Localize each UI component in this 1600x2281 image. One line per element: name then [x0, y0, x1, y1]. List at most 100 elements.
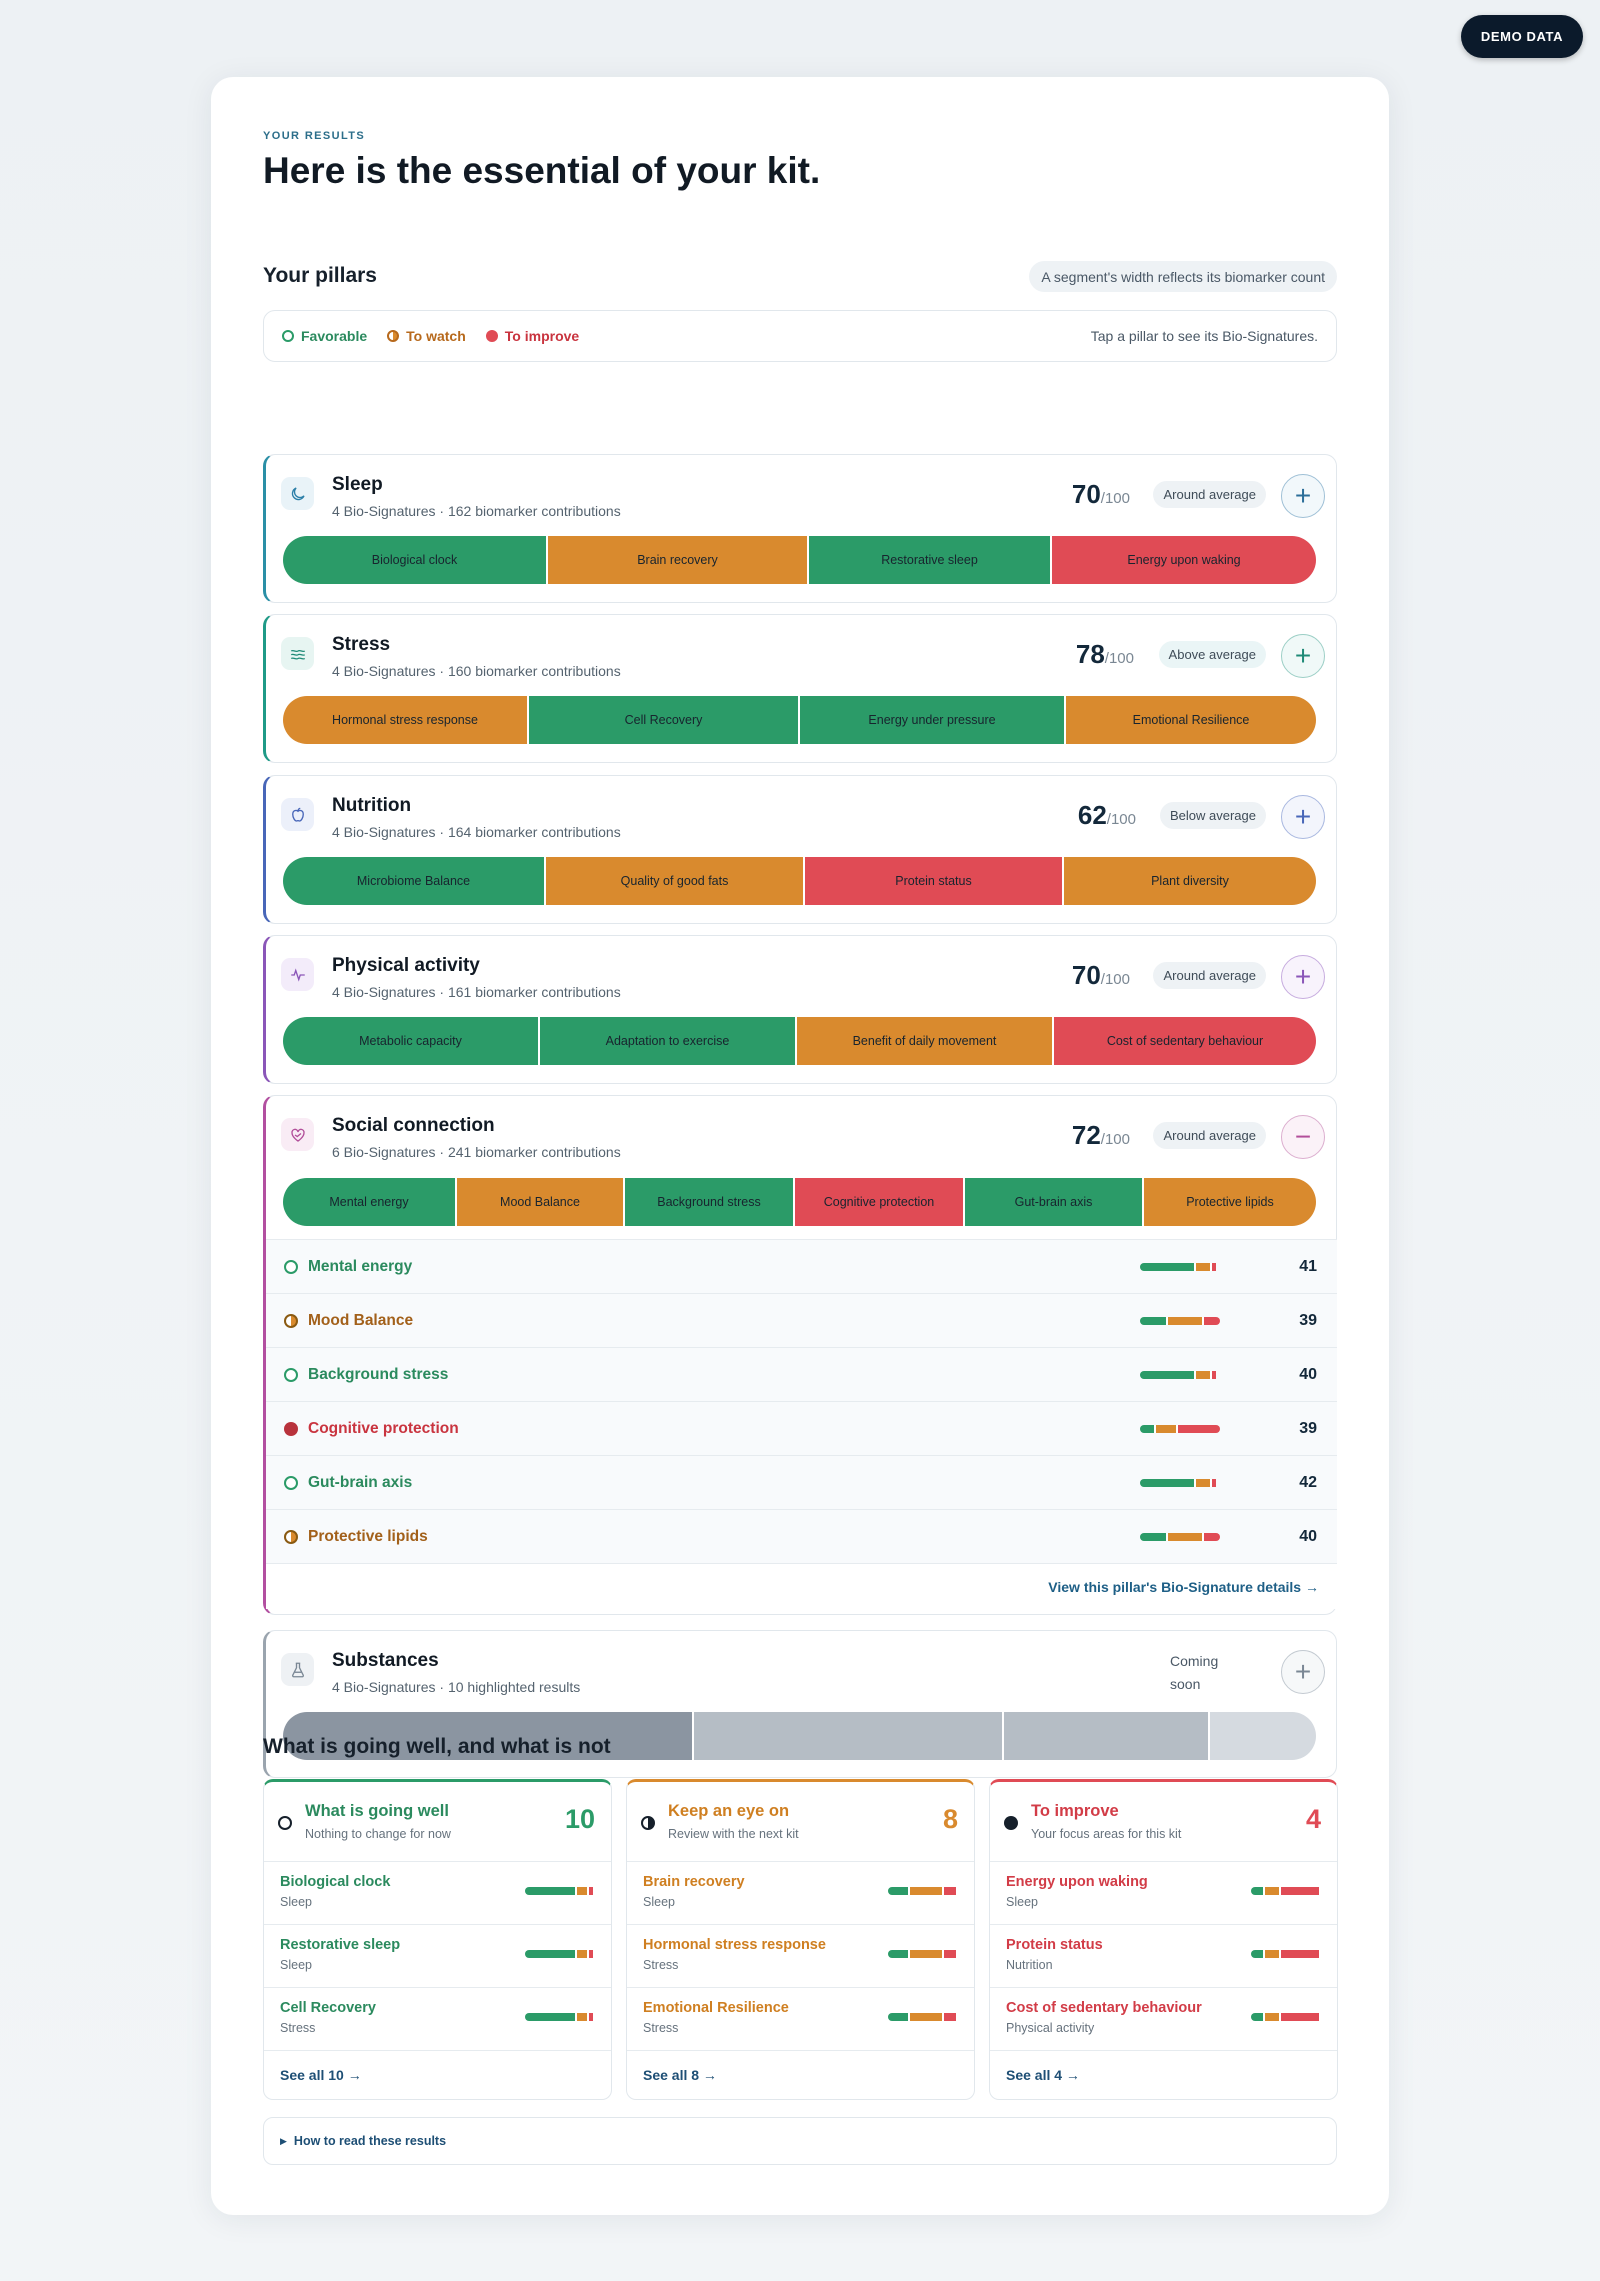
- half-circle-icon: [284, 1313, 298, 1328]
- summary-title: To improve: [1031, 1802, 1119, 1820]
- signature-segment[interactable]: Benefit of daily movement: [797, 1017, 1054, 1065]
- legend-to-improve-label: To improve: [504, 328, 580, 344]
- how-to-read-toggle[interactable]: ▶ How to read these results: [263, 2117, 1337, 2165]
- signature-segment[interactable]: Cognitive protection: [795, 1178, 965, 1226]
- signature-segment[interactable]: Energy upon waking: [1052, 536, 1316, 584]
- half-circle-icon: [284, 1529, 298, 1544]
- summary-title: What is going well: [305, 1802, 449, 1820]
- pillar-card-stress[interactable]: Stress 4 Bio-Signatures · 160 biomarker c…: [263, 614, 1337, 763]
- signature-segment[interactable]: Emotional Resilience: [1066, 696, 1316, 744]
- summary-item[interactable]: Hormonal stress response Stress: [627, 1925, 974, 1988]
- summary-column-header: What is going well Nothing to change for …: [264, 1782, 611, 1862]
- signature-label: Mental energy: [308, 1257, 413, 1275]
- signature-segment[interactable]: Brain recovery: [548, 536, 809, 584]
- signature-segment[interactable]: Biological clock: [283, 536, 548, 584]
- signature-mini-bar: [1140, 1533, 1220, 1541]
- collapse-button[interactable]: −: [1281, 1115, 1325, 1159]
- pillar-card-social-connection[interactable]: Social connection 6 Bio-Signatures · 241 …: [263, 1095, 1337, 1615]
- signature-segment[interactable]: Hormonal stress response: [283, 696, 529, 744]
- signature-segment[interactable]: Protein status: [805, 857, 1064, 905]
- signature-segment[interactable]: Cost of sedentary behaviour: [1054, 1017, 1316, 1065]
- summary-item-name: Hormonal stress response: [643, 1937, 826, 1953]
- signature-label: Gut-brain axis: [308, 1473, 413, 1491]
- expand-button[interactable]: +: [1281, 795, 1325, 839]
- pillar-name: Sleep: [332, 474, 383, 495]
- pillar-card-substances[interactable]: Substances 4 Bio-Signatures · 10 highligh…: [263, 1630, 1337, 1778]
- expand-button[interactable]: +: [1281, 474, 1325, 518]
- signature-segment[interactable]: Gut-brain axis: [965, 1178, 1144, 1226]
- signature-segment[interactable]: Mood Balance: [457, 1178, 625, 1226]
- pillar-score: 70/100: [1072, 479, 1130, 510]
- view-details-link[interactable]: View this pillar's Bio-Signature details…: [266, 1563, 1337, 1609]
- see-all-link[interactable]: See all 4 →: [1006, 2067, 1080, 2083]
- minus-icon: −: [1294, 1121, 1312, 1152]
- summary-item[interactable]: Cost of sedentary behaviour Physical acti…: [990, 1988, 1337, 2051]
- signature-segment[interactable]: Energy under pressure: [800, 696, 1066, 744]
- signature-detail-row[interactable]: Protective lipids 40: [266, 1509, 1337, 1563]
- signature-detail-row[interactable]: Gut-brain axis 42: [266, 1455, 1337, 1509]
- summary-item[interactable]: Emotional Resilience Stress: [627, 1988, 974, 2051]
- signature-bar: Microbiome Balance Quality of good fats Pr…: [283, 857, 1316, 905]
- pillar-name: Social connection: [332, 1115, 495, 1136]
- eyebrow-label: YOUR RESULTS: [263, 130, 366, 142]
- summary-heading: What is going well, and what is not: [263, 1735, 611, 1758]
- pillar-score: 78/100: [1076, 639, 1134, 670]
- signature-label: Protective lipids: [308, 1527, 428, 1545]
- expand-button[interactable]: +: [1281, 955, 1325, 999]
- summary-item-name: Brain recovery: [643, 1874, 745, 1890]
- signature-detail-row[interactable]: Mental energy 41: [266, 1239, 1337, 1293]
- heart-hands-icon: [281, 1118, 314, 1151]
- signature-value: 42: [1299, 1473, 1317, 1491]
- score-value: 62: [1077, 800, 1107, 830]
- placeholder-segment: [1004, 1712, 1210, 1760]
- summary-item[interactable]: Brain recovery Sleep: [627, 1862, 974, 1925]
- summary-item[interactable]: Energy upon waking Sleep: [990, 1862, 1337, 1925]
- signature-detail-row[interactable]: Cognitive protection 39: [266, 1401, 1337, 1455]
- summary-item[interactable]: Biological clock Sleep: [264, 1862, 611, 1925]
- pillar-subtitle: 6 Bio-Signatures · 241 biomarker contrib…: [332, 1144, 621, 1160]
- ring-icon: [284, 1259, 298, 1274]
- half-circle-icon: [387, 330, 400, 342]
- signature-segment[interactable]: Plant diversity: [1064, 857, 1316, 905]
- summary-count: 4: [1305, 1804, 1321, 1834]
- pillar-card-sleep[interactable]: Sleep 4 Bio-Signatures · 162 biomarker co…: [263, 454, 1337, 603]
- summary-item-pillar: Physical activity: [1006, 2021, 1095, 2035]
- score-max: /100: [1106, 811, 1136, 828]
- signature-segment[interactable]: Metabolic capacity: [283, 1017, 540, 1065]
- signature-bar: [283, 1712, 1316, 1760]
- signature-detail-row[interactable]: Mood Balance 39: [266, 1293, 1337, 1347]
- signature-segment[interactable]: Restorative sleep: [809, 536, 1052, 584]
- pillar-card-physical-activity[interactable]: Physical activity 4 Bio-Signatures · 161 …: [263, 935, 1337, 1084]
- waves-icon: [281, 637, 314, 670]
- pillar-name: Substances: [332, 1650, 439, 1671]
- summary-item[interactable]: Protein status Nutrition: [990, 1925, 1337, 1988]
- demo-data-badge: DEMO DATA: [1461, 15, 1583, 58]
- legend-to-improve: To improve: [485, 328, 580, 344]
- signature-segment[interactable]: Background stress: [625, 1178, 795, 1226]
- summary-subtitle: Your focus areas for this kit: [1031, 1827, 1182, 1841]
- pillar-card-nutrition[interactable]: Nutrition 4 Bio-Signatures · 164 biomarke…: [263, 775, 1337, 924]
- score-value: 70: [1071, 960, 1101, 990]
- signature-segment[interactable]: Quality of good fats: [546, 857, 805, 905]
- pillar-subtitle: 4 Bio-Signatures · 162 biomarker contrib…: [332, 503, 621, 519]
- summary-item-pillar: Stress: [280, 2021, 316, 2035]
- expand-button[interactable]: +: [1281, 1650, 1325, 1694]
- summary-item[interactable]: Cell Recovery Stress: [264, 1988, 611, 2051]
- see-all-link[interactable]: See all 8 →: [643, 2067, 717, 2083]
- signature-segment[interactable]: Mental energy: [283, 1178, 457, 1226]
- see-all-link[interactable]: See all 10 →: [280, 2067, 362, 2083]
- signature-segment[interactable]: Protective lipids: [1144, 1178, 1316, 1226]
- summary-item[interactable]: Restorative sleep Sleep: [264, 1925, 611, 1988]
- signature-segment[interactable]: Cell Recovery: [529, 696, 800, 744]
- expand-button[interactable]: +: [1281, 634, 1325, 678]
- signature-label: Cognitive protection: [308, 1419, 459, 1437]
- signature-value: 40: [1299, 1365, 1317, 1383]
- legend-to-watch-label: To watch: [406, 328, 466, 344]
- summary-title: Keep an eye on: [668, 1802, 790, 1820]
- signature-segment[interactable]: Microbiome Balance: [283, 857, 546, 905]
- signature-detail-row[interactable]: Background stress 40: [266, 1347, 1337, 1401]
- signature-segment[interactable]: Adaptation to exercise: [540, 1017, 797, 1065]
- pillar-rating-badge: Above average: [1158, 641, 1266, 668]
- moon-icon: [281, 477, 314, 510]
- pillar-name: Physical activity: [332, 955, 480, 976]
